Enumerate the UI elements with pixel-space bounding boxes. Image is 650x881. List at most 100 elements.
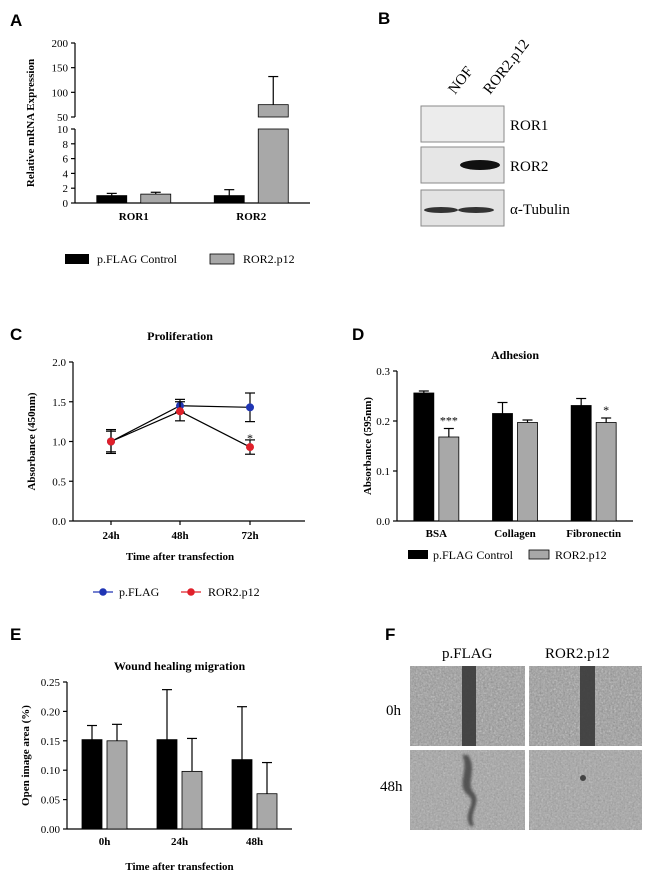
- bar-control: [231, 759, 253, 830]
- bar-control: [213, 195, 245, 204]
- y-axis-label: Relative mRNA Expression: [25, 59, 37, 187]
- x-tick-label: 24h: [171, 836, 188, 848]
- micrograph-row-label: 48h: [380, 779, 403, 795]
- bar-treated: [517, 422, 538, 522]
- bar-treated: [256, 793, 278, 830]
- panel-b: B NOF ROR2.p12 ROR1 ROR2 α-Tubulin: [378, 9, 570, 227]
- panel-f: F p.FLAG ROR2.p12 0h 48h: [380, 625, 642, 830]
- bar-control: [156, 739, 178, 830]
- legend-d-control-label: p.FLAG Control: [433, 548, 514, 562]
- micrograph-row-label: 0h: [386, 703, 402, 719]
- legend-c-control-label: p.FLAG: [119, 585, 160, 599]
- y-tick-label: 0.20: [41, 706, 61, 718]
- blot-band-tubulin: [424, 207, 458, 213]
- y-tick-label: 2: [63, 183, 69, 195]
- bar-control: [96, 195, 128, 204]
- y-tick-label: 10: [57, 124, 69, 136]
- panel-c: C 0.0 0.5 1.0 1.5 2.0 Proliferation Absorbance…: [10, 325, 305, 599]
- x-tick-label: 24h: [102, 530, 119, 542]
- y-tick-label: 0.0: [376, 516, 390, 528]
- y-tick-label: 0.00: [41, 824, 61, 836]
- legend-a-treated-swatch: [209, 253, 235, 265]
- bar-treated: [140, 193, 172, 204]
- bar-control: [492, 413, 513, 522]
- data-point-treated: [246, 443, 254, 452]
- panel-f-letter: F: [385, 625, 395, 644]
- y-tick-label: 100: [52, 87, 69, 99]
- blot-row-label: ROR1: [510, 118, 548, 134]
- y-tick-label: 4: [63, 168, 69, 180]
- chart-title: Proliferation: [147, 329, 213, 343]
- y-tick-label: 50: [57, 112, 69, 124]
- y-axis-label: Absorbance (450nm): [26, 392, 38, 490]
- panel-d-letter: D: [352, 325, 364, 344]
- micrograph-ror2-0h: [529, 666, 642, 746]
- y-tick-label: 0.0: [52, 516, 66, 528]
- y-tick-label: 0: [63, 198, 69, 210]
- blot-lane-label: NOF: [446, 64, 477, 98]
- data-point-treated: [107, 437, 115, 446]
- legend-a-control-label: p.FLAG Control: [97, 252, 178, 266]
- legend-c-treated-marker: [187, 588, 195, 596]
- legend-c-treated-label: ROR2.p12: [208, 585, 260, 599]
- bar-treated: [595, 422, 617, 522]
- blot-row-label: α-Tubulin: [510, 202, 570, 218]
- y-tick-label: 0.25: [41, 677, 61, 689]
- x-tick-label: BSA: [426, 528, 447, 540]
- micrograph-column-label: ROR2.p12: [545, 646, 610, 662]
- significance-marker: *: [603, 403, 609, 417]
- y-tick-label: 6: [63, 154, 69, 166]
- bar-treated: [438, 436, 460, 522]
- x-axis-label: Time after transfection: [125, 861, 233, 873]
- x-tick-label: ROR2: [236, 211, 266, 223]
- chart-title: Adhesion: [491, 348, 539, 362]
- x-tick-label: Fibronectin: [566, 528, 621, 540]
- legend-d-control-swatch: [408, 550, 428, 559]
- y-tick-label: 150: [52, 63, 69, 75]
- significance-marker: ***: [440, 414, 458, 428]
- data-point-treated: [176, 407, 184, 416]
- x-tick-label: 48h: [246, 836, 263, 848]
- legend-d-treated-swatch: [528, 549, 550, 560]
- bar-treated: [257, 104, 289, 118]
- micrograph-pflag-48h: [410, 750, 525, 830]
- panel-e-chart: 0.00 0.05 0.10 0.15 0.20 0.25 Wound healing mi…: [20, 659, 292, 873]
- x-tick-label: ROR1: [119, 211, 149, 223]
- micrograph-pflag-0h: [410, 666, 525, 746]
- y-tick-label: 2.0: [52, 357, 66, 369]
- y-tick-label: 0.1: [376, 466, 390, 478]
- bar-control: [81, 739, 103, 830]
- blot-strip-ror1: [420, 105, 505, 143]
- panel-c-chart: 0.0 0.5 1.0 1.5 2.0 Proliferation Absorbance (…: [26, 329, 305, 563]
- y-tick-label: 1.5: [52, 397, 66, 409]
- x-axis-label: Time after transfection: [126, 551, 234, 563]
- legend-a-control-swatch: [65, 254, 89, 264]
- y-tick-label: 1.0: [52, 437, 66, 449]
- chart-title: Wound healing migration: [114, 659, 246, 673]
- significance-marker: *: [247, 431, 253, 445]
- bar-control: [413, 392, 435, 522]
- panel-a-letter: A: [10, 11, 22, 30]
- y-tick-label: 8: [63, 139, 69, 151]
- y-tick-label: 0.5: [52, 476, 66, 488]
- panel-e: E 0.00 0.05 0.10 0.15 0.20 0.25 Wound healing …: [10, 625, 292, 873]
- panel-d: D 0.0 0.1 0.2 0.3 Adhesion Absorbance (595nm)…: [352, 325, 633, 562]
- data-point-control: [246, 403, 254, 412]
- y-tick-label: 0.3: [376, 366, 390, 378]
- x-tick-label: 48h: [171, 530, 188, 542]
- y-tick-label: 0.10: [41, 765, 61, 777]
- x-tick-label: Collagen: [494, 528, 536, 540]
- y-tick-label: 0.05: [41, 795, 61, 807]
- bar-treated: [106, 740, 128, 830]
- legend-c-control-marker: [99, 588, 107, 596]
- bar-treated: [257, 128, 289, 204]
- panel-b-letter: B: [378, 9, 390, 28]
- blot-band-ror2: [460, 160, 500, 170]
- x-tick-label: 0h: [99, 836, 111, 848]
- panel-d-chart: 0.0 0.1 0.2 0.3 Adhesion Absorbance (595nm) BS…: [362, 348, 633, 540]
- y-axis-label: Open image area (%): [20, 705, 32, 806]
- bar-treated: [181, 770, 203, 830]
- blot-band-tubulin: [458, 207, 494, 213]
